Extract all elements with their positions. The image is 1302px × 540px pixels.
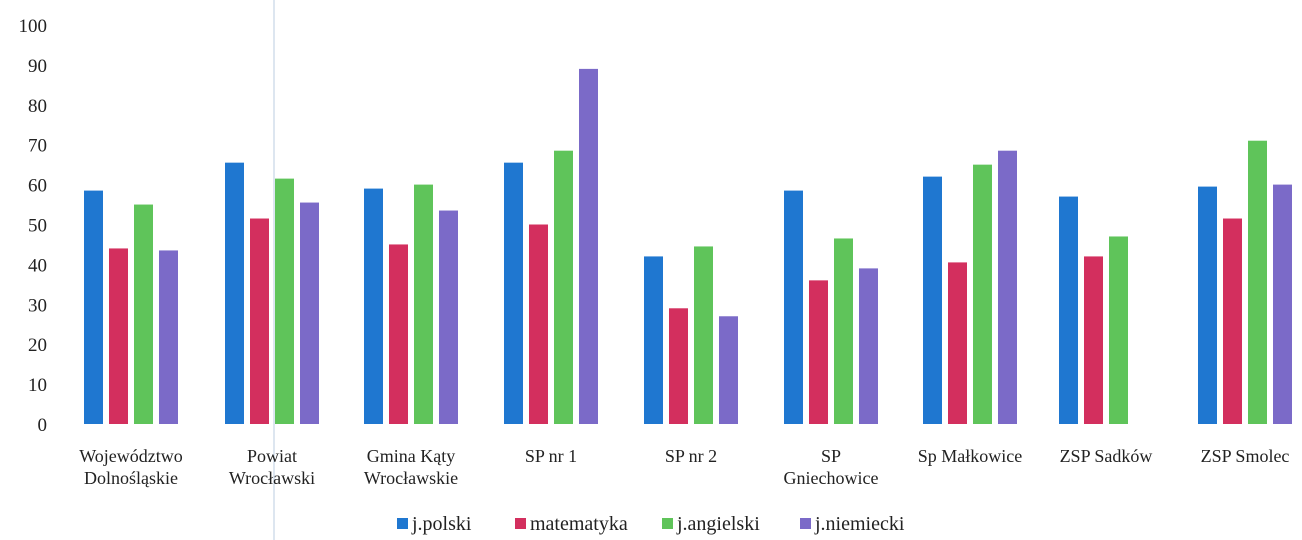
bar-matematyka — [250, 218, 269, 424]
legend-label: j.niemiecki — [814, 513, 905, 535]
y-tick-label: 100 — [19, 16, 48, 37]
x-tick-label: Województwo Dolnośląskie — [79, 446, 183, 488]
bar-matematyka — [1223, 218, 1242, 424]
bar-j-polski — [225, 162, 244, 424]
bar-j-polski — [923, 176, 942, 424]
bar-matematyka — [1084, 256, 1103, 424]
y-tick-label: 50 — [28, 216, 47, 237]
bar-j-angielski — [134, 204, 153, 424]
bar-j-polski — [84, 190, 103, 424]
bar-j-polski — [784, 190, 803, 424]
y-tick-label: 40 — [28, 255, 47, 276]
bar-j-niemiecki — [998, 150, 1017, 424]
x-axis-labels: Województwo Dolnośląskie Powiat Wrocławski G… — [79, 446, 1289, 488]
x-tick-label: ZSP Sadków — [1060, 446, 1153, 466]
bar-matematyka — [948, 262, 967, 424]
x-tick-label: SP nr 2 — [665, 446, 717, 466]
bar-j-niemiecki — [579, 68, 598, 424]
legend-swatch — [397, 518, 408, 529]
y-tick-label: 10 — [28, 375, 47, 396]
bar-j-niemiecki — [1273, 184, 1292, 424]
y-tick-label: 70 — [28, 136, 47, 157]
legend-label: j.polski — [411, 513, 472, 535]
x-tick-label: ZSP Smolec — [1201, 446, 1290, 466]
bar-matematyka — [389, 244, 408, 424]
bar-j-niemiecki — [300, 202, 319, 424]
y-tick-label: 0 — [38, 415, 48, 436]
bar-matematyka — [109, 248, 128, 424]
bar-j-niemiecki — [719, 316, 738, 424]
y-tick-label: 30 — [28, 295, 47, 316]
legend-label: j.angielski — [676, 513, 760, 535]
x-tick-label: Sp Małkowice — [918, 446, 1022, 466]
legend-swatch — [662, 518, 673, 529]
bar-j-angielski — [1248, 140, 1267, 424]
x-tick-label: SP Gniechowice — [784, 446, 879, 488]
y-tick-label: 80 — [28, 96, 47, 117]
legend-swatch — [800, 518, 811, 529]
bar-j-angielski — [973, 164, 992, 424]
bars-group — [84, 68, 1292, 424]
y-axis: 0 10 20 30 40 50 60 70 80 90 100 — [19, 16, 48, 436]
bar-matematyka — [809, 280, 828, 424]
bar-j-polski — [504, 162, 523, 424]
legend-label: matematyka — [530, 513, 628, 535]
bar-j-angielski — [834, 238, 853, 424]
x-tick-label: Gmina Kąty Wrocławskie — [364, 446, 458, 488]
bar-j-angielski — [694, 246, 713, 424]
bar-j-niemiecki — [439, 210, 458, 424]
bar-j-niemiecki — [859, 268, 878, 424]
bar-j-angielski — [554, 150, 573, 424]
y-tick-label: 90 — [28, 56, 47, 77]
bar-j-niemiecki — [159, 250, 178, 424]
bar-matematyka — [529, 224, 548, 424]
bar-j-angielski — [1109, 236, 1128, 424]
bar-j-angielski — [414, 184, 433, 424]
x-tick-label: Powiat Wrocławski — [229, 446, 315, 488]
bar-j-polski — [364, 188, 383, 424]
y-tick-label: 20 — [28, 335, 47, 356]
y-tick-label: 60 — [28, 176, 47, 197]
bar-j-polski — [644, 256, 663, 424]
x-tick-label: SP nr 1 — [525, 446, 577, 466]
bar-matematyka — [669, 308, 688, 424]
bar-j-polski — [1059, 196, 1078, 424]
bar-j-polski — [1198, 186, 1217, 424]
bar-j-angielski — [275, 178, 294, 424]
legend: j.polski matematyka j.angielski j.niemiecki — [397, 513, 905, 535]
legend-swatch — [515, 518, 526, 529]
